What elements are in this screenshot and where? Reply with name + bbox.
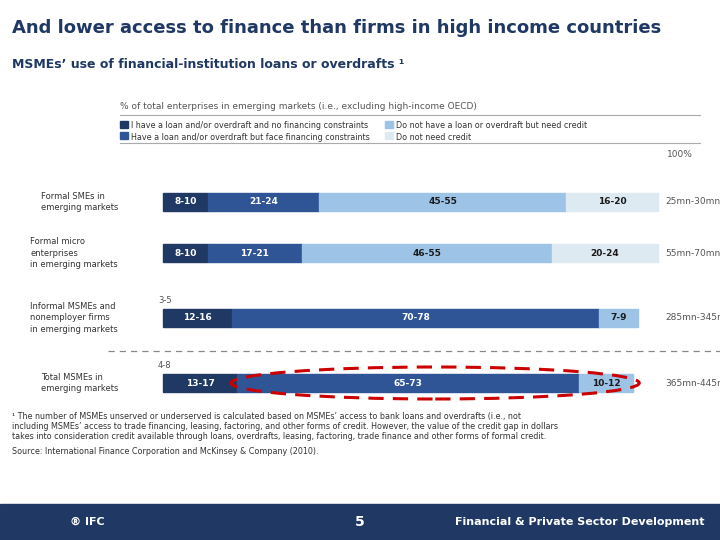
Text: 16-20: 16-20 bbox=[598, 198, 626, 206]
Bar bbox=[207, 193, 319, 211]
Text: Do not need credit: Do not need credit bbox=[396, 132, 471, 141]
Text: MSMEs’ use of financial-institution loans or overdrafts ¹: MSMEs’ use of financial-institution loan… bbox=[12, 58, 405, 71]
Text: Total MSMEs in
emerging markets: Total MSMEs in emerging markets bbox=[40, 373, 118, 393]
Text: 65-73: 65-73 bbox=[394, 379, 423, 388]
Bar bbox=[302, 244, 552, 262]
Bar bbox=[163, 244, 207, 262]
Bar bbox=[598, 309, 638, 327]
Bar bbox=[579, 374, 634, 392]
Bar bbox=[0, 504, 720, 540]
Text: Informal MSMEs and
nonemployer firms
in emerging markets: Informal MSMEs and nonemployer firms in … bbox=[30, 302, 118, 334]
Text: Formal SMEs in
emerging markets: Formal SMEs in emerging markets bbox=[40, 192, 118, 212]
Text: including MSMEs’ access to trade financing, leasing, factoring, and other forms : including MSMEs’ access to trade financi… bbox=[12, 422, 558, 431]
Bar bbox=[385, 121, 393, 128]
Text: Formal micro
enterprises
in emerging markets: Formal micro enterprises in emerging mar… bbox=[30, 238, 118, 268]
Text: 46-55: 46-55 bbox=[412, 248, 441, 258]
Bar bbox=[238, 374, 579, 392]
Text: 365mn-445mn: 365mn-445mn bbox=[665, 379, 720, 388]
Bar bbox=[120, 132, 128, 139]
Text: ¹ The number of MSMEs unserved or underserved is calculated based on MSMEs’ acce: ¹ The number of MSMEs unserved or unders… bbox=[12, 412, 521, 421]
Text: Financial & Private Sector Development: Financial & Private Sector Development bbox=[455, 517, 704, 527]
Bar bbox=[319, 193, 567, 211]
Text: Source: International Finance Corporation and McKinsey & Company (2010).: Source: International Finance Corporatio… bbox=[12, 447, 318, 456]
Bar bbox=[163, 374, 238, 392]
Text: % of total enterprises in emerging markets (i.e., excluding high-income OECD): % of total enterprises in emerging marke… bbox=[120, 102, 477, 111]
Bar bbox=[385, 132, 393, 139]
Bar bbox=[233, 309, 598, 327]
Text: 12-16: 12-16 bbox=[184, 314, 212, 322]
Bar bbox=[207, 244, 302, 262]
Text: 100%: 100% bbox=[667, 150, 693, 159]
Text: 285mn-345mn: 285mn-345mn bbox=[665, 314, 720, 322]
Text: 21-24: 21-24 bbox=[249, 198, 278, 206]
Text: ® IFC: ® IFC bbox=[70, 517, 104, 527]
Bar bbox=[163, 309, 233, 327]
Text: And lower access to finance than firms in high income countries: And lower access to finance than firms i… bbox=[12, 19, 661, 37]
Text: 7-9: 7-9 bbox=[610, 314, 626, 322]
Text: 20-24: 20-24 bbox=[590, 248, 619, 258]
Bar bbox=[567, 193, 658, 211]
Text: 8-10: 8-10 bbox=[174, 248, 197, 258]
Text: I have a loan and/or overdraft and no financing constraints: I have a loan and/or overdraft and no fi… bbox=[131, 122, 368, 131]
Text: 25mn-30mn: 25mn-30mn bbox=[665, 198, 720, 206]
Bar bbox=[120, 121, 128, 128]
Text: Have a loan and/or overdraft but face financing constraints: Have a loan and/or overdraft but face fi… bbox=[131, 132, 370, 141]
Bar bbox=[552, 244, 658, 262]
Text: 13-17: 13-17 bbox=[186, 379, 215, 388]
Text: 3-5: 3-5 bbox=[158, 296, 171, 305]
Bar bbox=[163, 193, 207, 211]
Text: 5: 5 bbox=[355, 515, 365, 529]
Text: 45-55: 45-55 bbox=[428, 198, 457, 206]
Text: 10-12: 10-12 bbox=[592, 379, 621, 388]
Text: takes into consideration credit available through loans, overdrafts, leasing, fa: takes into consideration credit availabl… bbox=[12, 432, 546, 441]
Text: 17-21: 17-21 bbox=[240, 248, 269, 258]
Text: 4-8: 4-8 bbox=[158, 361, 171, 370]
Text: 70-78: 70-78 bbox=[401, 314, 430, 322]
Text: Do not have a loan or overdraft but need credit: Do not have a loan or overdraft but need… bbox=[396, 122, 587, 131]
Text: 8-10: 8-10 bbox=[174, 198, 197, 206]
Text: 55mn-70mn: 55mn-70mn bbox=[665, 248, 720, 258]
